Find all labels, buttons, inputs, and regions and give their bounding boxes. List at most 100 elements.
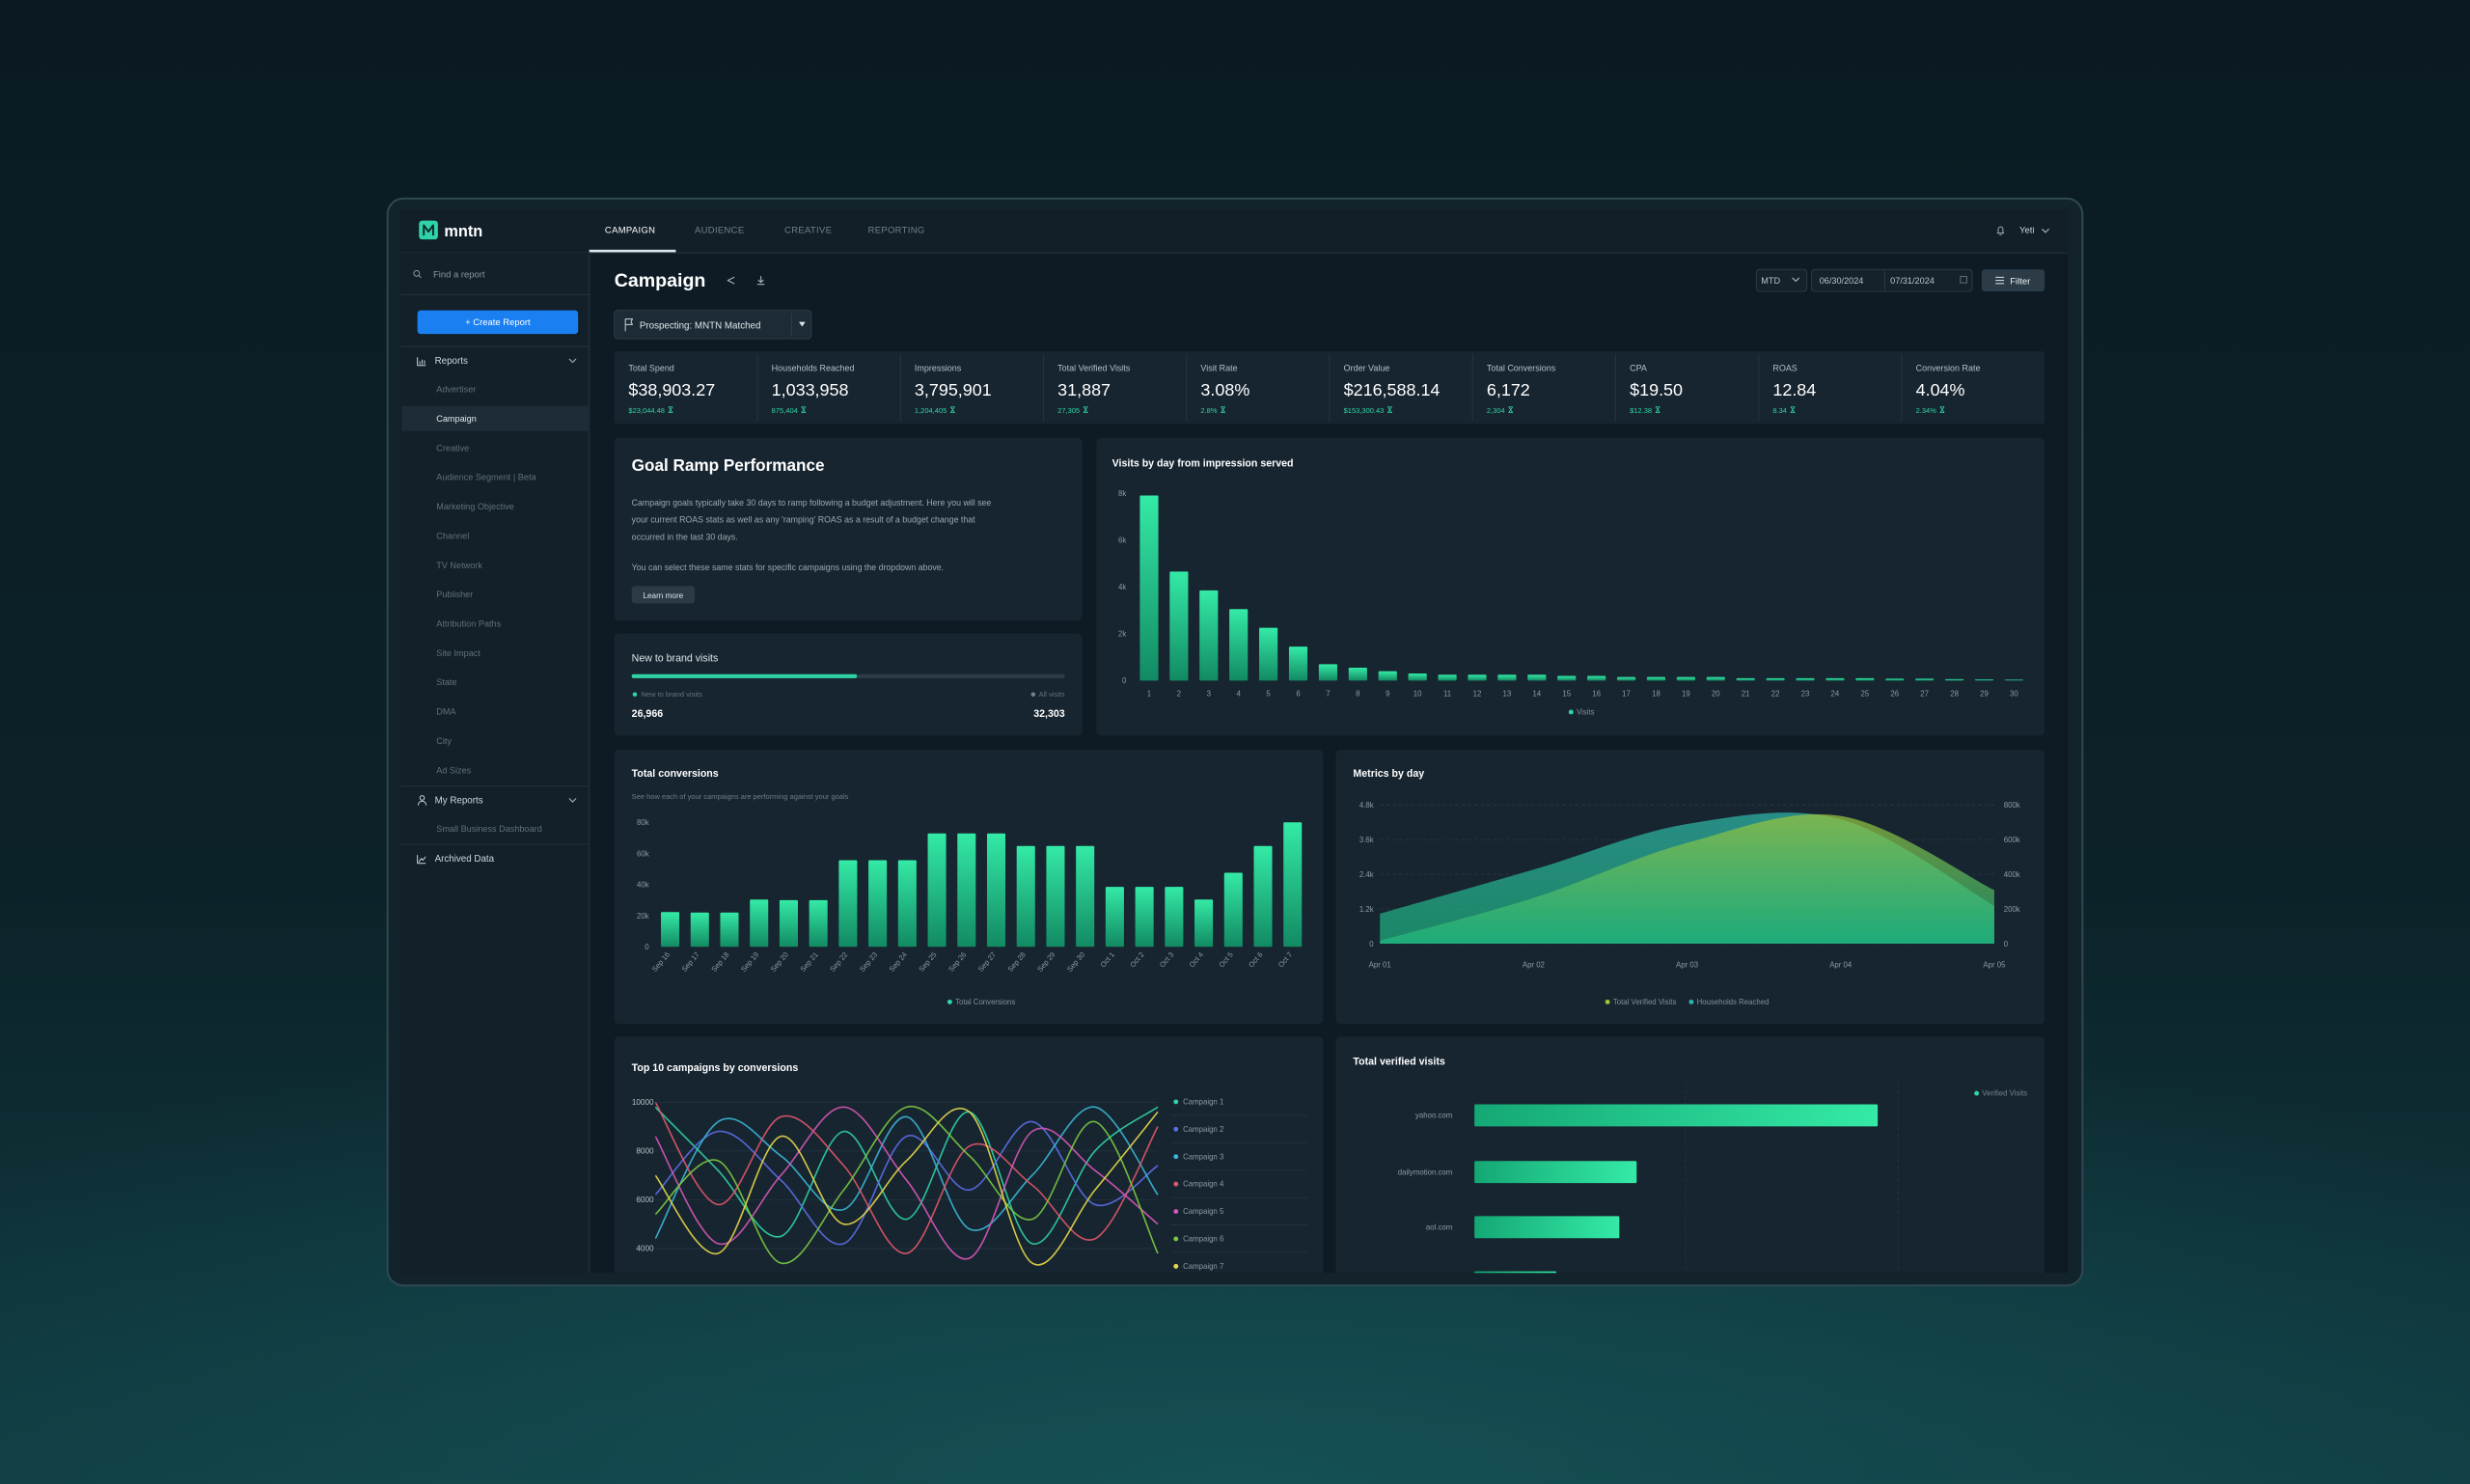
kpi-value: 12.84 bbox=[1772, 380, 1816, 399]
card-background bbox=[1096, 437, 2045, 736]
learn-more-label[interactable]: Learn more bbox=[643, 591, 683, 600]
bar bbox=[1646, 676, 1666, 681]
start-date[interactable]: 06/30/2024 bbox=[1820, 276, 1864, 286]
report-link[interactable]: Campaign bbox=[436, 414, 477, 424]
legend-marker bbox=[632, 692, 638, 697]
report-link[interactable]: Small Business Dashboard bbox=[436, 824, 542, 834]
end-date[interactable]: 07/31/2024 bbox=[1890, 276, 1935, 286]
create-report-button[interactable] bbox=[417, 310, 579, 335]
bar bbox=[1706, 676, 1725, 681]
nav-background bbox=[399, 209, 2069, 253]
create-report-label[interactable]: + Create Report bbox=[465, 317, 531, 328]
range-select[interactable] bbox=[1755, 268, 1808, 292]
legend-marker bbox=[1688, 999, 1694, 1004]
nav-tab[interactable]: REPORTING bbox=[868, 226, 925, 236]
bar bbox=[1194, 899, 1214, 948]
chart-card: Visits by day from impression served 0 2k 4… bbox=[1096, 437, 2045, 736]
legend-label: Campaign 5 bbox=[1183, 1207, 1224, 1216]
section-label[interactable]: Archived Data bbox=[435, 854, 495, 865]
segment-select[interactable] bbox=[614, 310, 812, 340]
bar bbox=[1474, 1161, 1637, 1184]
line bbox=[655, 1120, 1159, 1246]
bar bbox=[1229, 609, 1249, 681]
search-input[interactable]: Find a report bbox=[433, 269, 485, 280]
legend-marker bbox=[1173, 1099, 1179, 1105]
report-link[interactable]: Marketing Objective bbox=[436, 502, 514, 511]
bar bbox=[1676, 676, 1695, 681]
date-range[interactable] bbox=[1811, 268, 1973, 292]
bar bbox=[1318, 664, 1338, 681]
nav-tab[interactable]: CAMPAIGN bbox=[605, 226, 655, 236]
learn-more-button[interactable] bbox=[631, 586, 695, 604]
bar bbox=[690, 912, 709, 948]
bar bbox=[1288, 646, 1308, 681]
report-link[interactable]: Channel bbox=[436, 531, 469, 540]
bar bbox=[1825, 677, 1845, 681]
x-tick-label: 7 bbox=[1326, 690, 1330, 699]
legend-label: Campaign 2 bbox=[1183, 1125, 1223, 1134]
report-link[interactable]: TV Network bbox=[436, 561, 482, 570]
kpi-value: 3,795,901 bbox=[915, 380, 992, 399]
chart-card: Total conversions See how each of your ca… bbox=[614, 750, 1324, 1025]
kpi-label: Conversion Rate bbox=[1916, 364, 1981, 373]
y-axis-labels: 10000 8000 6000 4000 bbox=[632, 1098, 654, 1253]
filter-icon bbox=[1995, 276, 2005, 285]
bar bbox=[868, 860, 888, 948]
legend-marker bbox=[1173, 1154, 1179, 1160]
segment-label[interactable]: Prospecting: MNTN Matched bbox=[640, 320, 761, 331]
section-label[interactable]: Reports bbox=[435, 356, 468, 367]
bar bbox=[986, 833, 1006, 948]
bar bbox=[1557, 675, 1577, 681]
report-link[interactable]: City bbox=[436, 736, 452, 746]
filter-label[interactable]: Filter bbox=[2010, 277, 2030, 288]
bar bbox=[1527, 674, 1547, 681]
filter-button[interactable] bbox=[1981, 269, 2045, 292]
section-label[interactable]: My Reports bbox=[435, 796, 483, 807]
report-link[interactable]: Site Impact bbox=[436, 648, 480, 658]
y-tick-label: 0 bbox=[2004, 940, 2009, 948]
bar bbox=[1378, 671, 1397, 681]
bar bbox=[1223, 872, 1243, 948]
report-link[interactable]: Publisher bbox=[436, 590, 473, 599]
report-link[interactable]: Audience Segment | Beta bbox=[436, 473, 536, 482]
download-icon bbox=[756, 275, 765, 286]
nav-tab[interactable]: CREATIVE bbox=[784, 226, 832, 236]
user-name[interactable]: Yeti bbox=[2019, 226, 2034, 236]
report-link[interactable]: State bbox=[436, 677, 456, 687]
hourglass-icon bbox=[949, 406, 955, 414]
sidebar: Find a report + Create Report Reports Adver… bbox=[399, 251, 590, 1274]
kpi-label: Total Conversions bbox=[1487, 364, 1556, 373]
legend-label: Campaign 7 bbox=[1183, 1262, 1223, 1271]
kpi-strip: Total Spend $38,903.27 $23,044.48 Household… bbox=[614, 351, 2045, 425]
card-background bbox=[614, 633, 1083, 736]
report-link[interactable]: Ad Sizes bbox=[436, 765, 471, 775]
bar bbox=[1736, 677, 1755, 681]
kpi-comparison: 27,305 bbox=[1057, 406, 1080, 415]
bar bbox=[720, 912, 739, 948]
line bbox=[655, 1105, 1159, 1264]
category-label: yahoo.com bbox=[1415, 1112, 1452, 1120]
x-tick-label: Apr 05 bbox=[1983, 960, 2006, 969]
bar bbox=[1259, 627, 1278, 681]
report-link[interactable]: Attribution Paths bbox=[436, 618, 501, 628]
logo-glyph bbox=[423, 224, 434, 236]
active-item-background bbox=[401, 405, 590, 431]
range-label[interactable]: MTD bbox=[1761, 276, 1780, 286]
report-link[interactable]: Advertiser bbox=[436, 385, 476, 395]
nav-tab[interactable]: AUDIENCE bbox=[695, 226, 744, 236]
bar bbox=[1199, 590, 1219, 681]
report-link[interactable]: Creative bbox=[436, 443, 469, 453]
kpi-label: Total Spend bbox=[628, 364, 673, 373]
bar bbox=[1468, 674, 1487, 681]
bar bbox=[1974, 679, 1994, 681]
x-tick-label: 9 bbox=[1386, 690, 1389, 699]
x-tick-label: 18 bbox=[1652, 690, 1660, 699]
bar bbox=[1885, 678, 1905, 681]
y-tick-label: 600k bbox=[2004, 836, 2020, 844]
x-tick-label: 3 bbox=[1207, 690, 1212, 699]
legend-label: Campaign 4 bbox=[1183, 1180, 1224, 1189]
y-tick-label: 6k bbox=[1118, 536, 1126, 544]
report-link[interactable]: DMA bbox=[436, 707, 456, 717]
chevron-icon bbox=[1792, 277, 1800, 283]
